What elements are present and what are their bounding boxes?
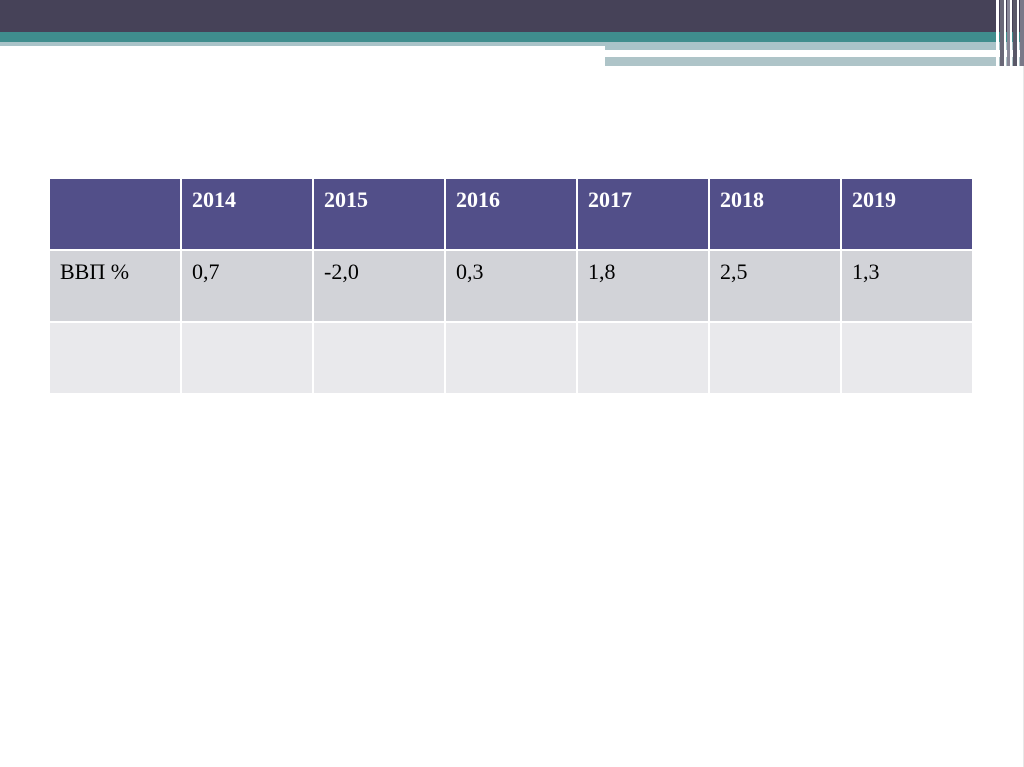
table-cell [180, 321, 314, 395]
row-label: ВВП % [48, 249, 182, 323]
header-band-light [0, 42, 1024, 46]
header-band-step-lower [605, 57, 1024, 66]
table-cell: -2,0 [312, 249, 446, 323]
table-cell [576, 321, 710, 395]
row-label [48, 321, 182, 395]
header-cell-empty [48, 177, 182, 251]
header-band-teal [0, 32, 1024, 42]
header-vertical-stripes [996, 0, 1024, 66]
header-cell-year: 2015 [312, 177, 446, 251]
table-cell [312, 321, 446, 395]
table-cell [708, 321, 842, 395]
table-cell: 0,3 [444, 249, 578, 323]
header-cell-year: 2017 [576, 177, 710, 251]
header-cell-year: 2018 [708, 177, 842, 251]
table-cell: 0,7 [180, 249, 314, 323]
table-cell: 1,8 [576, 249, 710, 323]
header-band-dark [0, 0, 1024, 32]
table-cell: 2,5 [708, 249, 842, 323]
table-cell: 1,3 [840, 249, 974, 323]
table-header-row: 2014 2015 2016 2017 2018 2019 [48, 177, 974, 251]
header-cell-year: 2019 [840, 177, 974, 251]
header-band-step [605, 46, 1024, 50]
header-cell-year: 2016 [444, 177, 578, 251]
table-cell [840, 321, 974, 395]
table-row [48, 321, 974, 395]
table-row: ВВП % 0,7 -2,0 0,3 1,8 2,5 1,3 [48, 249, 974, 323]
header-band-gap [828, 54, 950, 57]
table-cell [444, 321, 578, 395]
gdp-table: 2014 2015 2016 2017 2018 2019 ВВП % 0,7 … [48, 177, 974, 395]
header-cell-year: 2014 [180, 177, 314, 251]
